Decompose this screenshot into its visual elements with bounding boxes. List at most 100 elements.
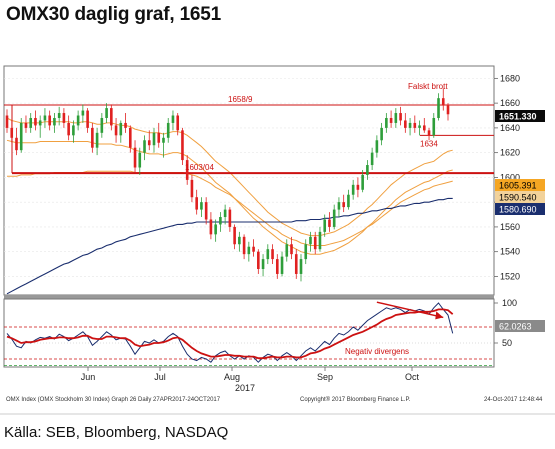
- ma2-tag-label: 1590.540: [499, 193, 537, 203]
- price-gridlines: [4, 78, 494, 277]
- rsi-line: [6, 308, 454, 360]
- candle-body: [95, 132, 99, 148]
- candle-body: [119, 122, 123, 136]
- candle-body: [275, 259, 279, 274]
- candle-body: [427, 130, 431, 136]
- price-tick-label: 1540: [500, 247, 520, 257]
- candle-body: [257, 251, 260, 270]
- candle-body: [370, 152, 374, 166]
- candle-body: [133, 147, 137, 168]
- rsi-value-tag: 62.0263: [499, 322, 532, 332]
- candle-body: [328, 219, 331, 227]
- ma3-tag-label: 1580.690: [499, 205, 537, 215]
- candle-body: [432, 117, 436, 136]
- candle-body: [138, 152, 142, 168]
- candle-body: [408, 122, 412, 128]
- price-tag-label: 1651.330: [499, 112, 537, 122]
- candle-body: [53, 117, 56, 126]
- candle-body: [29, 117, 33, 128]
- candle-body: [309, 236, 312, 245]
- candle-body: [176, 115, 180, 131]
- footer-left: OMX Index (OMX Stockholm 30 Index) Graph…: [6, 397, 221, 403]
- x-year-label: 2017: [235, 383, 255, 393]
- divergence-arrow: [376, 301, 444, 319]
- candle-body: [342, 202, 345, 208]
- candle-body: [19, 122, 23, 151]
- price-tick-label: 1620: [500, 148, 520, 158]
- candle-body: [304, 244, 308, 260]
- candle-body: [110, 108, 113, 126]
- candle-body: [247, 246, 251, 255]
- footer-right: 24-Oct-2017 12:48:44: [484, 397, 543, 403]
- candle-body: [100, 117, 104, 133]
- candle-body: [280, 256, 284, 274]
- candle-body: [252, 246, 255, 252]
- candle-body: [351, 184, 355, 195]
- candle-body: [271, 249, 274, 260]
- candlesticks: [5, 88, 450, 282]
- candle-body: [399, 113, 402, 121]
- candle-body: [157, 132, 161, 143]
- candle-body: [57, 113, 61, 118]
- rsi-lines: [6, 302, 454, 363]
- x-tick-label: Oct: [405, 372, 420, 382]
- candle-body: [337, 202, 341, 210]
- false-break-label: Falskt brott: [408, 82, 448, 91]
- candle-body: [266, 249, 270, 260]
- price-axis: 152015401560158016001620164016601680: [494, 73, 520, 281]
- candle-body: [285, 244, 289, 257]
- divergence-label: Negativ divergens: [345, 347, 409, 356]
- candle-body: [294, 254, 298, 274]
- candle-body: [242, 236, 246, 255]
- candle-body: [375, 140, 379, 153]
- small-support-label: 1634: [420, 139, 438, 148]
- candle-body: [24, 122, 28, 128]
- rsi-axis: 50 100 62.0263: [494, 298, 545, 348]
- candle-body: [62, 113, 66, 123]
- candle-body: [446, 105, 450, 115]
- candle-body: [171, 115, 175, 123]
- candle-body: [181, 130, 184, 161]
- ma2-tag-bg: [495, 191, 545, 203]
- candle-body: [366, 165, 369, 175]
- candle-body: [238, 236, 241, 245]
- candle-body: [356, 184, 360, 190]
- moving-average-line: [6, 139, 453, 255]
- candle-body: [72, 125, 75, 136]
- candle-body: [223, 209, 227, 218]
- candle-body: [124, 122, 127, 128]
- panel-separator: [4, 295, 494, 299]
- footer-middle: Copyright® 2017 Bloomberg Finance L.P.: [300, 396, 411, 403]
- candle-body: [195, 197, 198, 210]
- candle-body: [147, 140, 151, 146]
- price-annotations: 1658/9 1603/04 1634 Falskt brott: [185, 82, 448, 172]
- candle-body: [204, 202, 208, 220]
- candle-body: [394, 113, 398, 123]
- candle-body: [233, 226, 236, 245]
- x-tick-label: Sep: [317, 372, 333, 382]
- candle-body: [413, 122, 417, 128]
- candle-body: [209, 219, 213, 235]
- candle-body: [48, 115, 51, 126]
- candle-body: [190, 179, 194, 198]
- candle-body: [418, 125, 421, 128]
- candle-body: [347, 194, 350, 208]
- candle-body: [404, 120, 407, 128]
- candle-body: [91, 127, 94, 148]
- candle-body: [143, 140, 146, 153]
- ma1-tag-label: 1605.391: [499, 181, 537, 191]
- candle-body: [67, 122, 70, 136]
- support-label: 1603/04: [185, 163, 214, 172]
- candle-body: [261, 259, 265, 269]
- price-tick-label: 1660: [500, 98, 520, 108]
- candle-body: [332, 209, 336, 227]
- candle-body: [290, 244, 293, 255]
- candle-body: [5, 115, 9, 128]
- x-axis: Jun Jul Aug Sep Oct 2017: [81, 367, 420, 393]
- divergence-arrow-head: [435, 311, 444, 320]
- price-tick-label: 1560: [500, 222, 520, 232]
- candle-body: [318, 231, 322, 250]
- candle-body: [76, 115, 80, 126]
- resistance-label: 1658/9: [228, 95, 253, 104]
